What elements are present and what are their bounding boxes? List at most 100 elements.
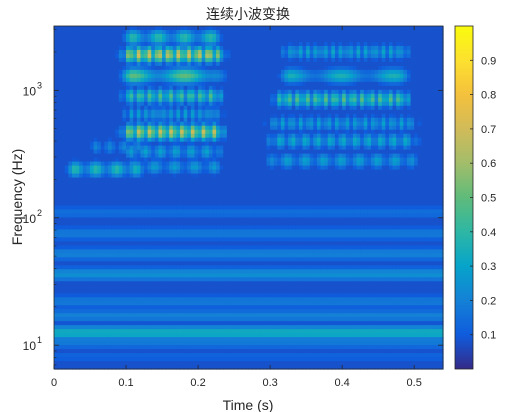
heatmap-cell — [133, 209, 138, 215]
heatmap-cell — [212, 221, 217, 227]
heatmap-cell — [252, 37, 257, 43]
heatmap-cell — [219, 77, 224, 83]
heatmap-cell — [129, 309, 134, 314]
heatmap-cell — [198, 117, 203, 123]
heatmap-cell — [248, 177, 253, 183]
heatmap-cell — [226, 337, 232, 342]
heatmap-cell — [79, 65, 84, 71]
heatmap-cell — [219, 33, 224, 39]
heatmap-cell — [237, 105, 242, 111]
heatmap-cell — [68, 53, 73, 59]
heatmap-cell — [212, 305, 217, 310]
heatmap-cell — [57, 57, 62, 63]
heatmap-cell — [118, 345, 124, 350]
heatmap-cell — [144, 45, 149, 51]
heatmap-cell — [187, 201, 192, 207]
heatmap-cell — [122, 133, 127, 139]
heatmap-cell — [111, 69, 116, 75]
heatmap-cell — [151, 77, 156, 83]
heatmap-cell — [230, 185, 235, 191]
heatmap-cell — [259, 213, 264, 219]
heatmap-cell — [158, 89, 163, 95]
heatmap-cell — [129, 281, 134, 286]
heatmap-cell — [115, 121, 120, 127]
heatmap-cell — [64, 45, 70, 51]
heatmap-cell — [79, 73, 84, 79]
heatmap-cell — [75, 225, 80, 231]
heatmap-cell — [230, 81, 235, 87]
heatmap-cell — [126, 329, 131, 334]
heatmap-cell — [172, 65, 178, 71]
heatmap-cell — [212, 149, 217, 155]
heatmap-cell — [223, 289, 228, 294]
heatmap-cell — [201, 145, 206, 151]
heatmap-cell — [194, 321, 199, 326]
heatmap-cell — [259, 249, 264, 254]
heatmap-cell — [133, 101, 138, 107]
heatmap-cell — [93, 169, 98, 175]
heatmap-cell — [248, 117, 253, 123]
heatmap-cell — [241, 225, 246, 231]
heatmap-cell — [68, 301, 73, 306]
heatmap-cell — [180, 293, 185, 298]
heatmap-cell — [154, 221, 160, 227]
heatmap-cell — [180, 217, 185, 223]
heatmap-cell — [115, 353, 120, 358]
heatmap-cell — [230, 113, 235, 119]
heatmap-cell — [176, 245, 181, 250]
heatmap-cell — [205, 41, 210, 47]
heatmap-cell — [165, 169, 170, 175]
heatmap-cell — [111, 157, 116, 163]
heatmap-cell — [79, 233, 84, 238]
heatmap-cell — [165, 129, 170, 135]
heatmap-cell — [111, 173, 116, 179]
heatmap-cell — [169, 277, 174, 282]
heatmap-cell — [129, 333, 134, 338]
heatmap-cell — [237, 45, 242, 51]
heatmap-cell — [187, 113, 192, 119]
heatmap-cell — [241, 337, 246, 342]
heatmap-cell — [158, 125, 163, 131]
heatmap-cell — [68, 117, 73, 123]
heatmap-cell — [194, 49, 199, 55]
heatmap-cell — [82, 45, 88, 51]
heatmap-cell — [259, 121, 264, 127]
heatmap-cell — [219, 277, 224, 282]
heatmap-cell — [104, 109, 109, 115]
heatmap-cell — [187, 313, 192, 318]
heatmap-cell — [241, 81, 246, 87]
heatmap-cell — [129, 341, 134, 346]
heatmap-cell — [151, 273, 156, 278]
heatmap-cell — [208, 353, 214, 358]
heatmap-cell — [216, 337, 221, 342]
heatmap-cell — [234, 173, 239, 179]
heatmap-cell — [201, 281, 206, 286]
heatmap-cell — [162, 361, 167, 366]
heatmap-cell — [54, 317, 59, 322]
heatmap-cell — [198, 69, 203, 75]
heatmap-cell — [111, 325, 116, 330]
heatmap-cell — [205, 137, 210, 143]
heatmap-cell — [226, 281, 232, 286]
heatmap-cell — [194, 313, 199, 318]
heatmap-cell — [118, 241, 124, 246]
heatmap-cell — [165, 201, 170, 207]
heatmap-cell — [237, 109, 242, 115]
heatmap-cell — [183, 77, 188, 83]
heatmap-cell — [255, 285, 260, 290]
heatmap-cell — [86, 81, 91, 87]
heatmap-cell — [151, 57, 156, 63]
heatmap-cell — [241, 85, 246, 91]
heatmap-cell — [198, 133, 203, 139]
heatmap-cell — [248, 305, 253, 310]
heatmap-cell — [208, 293, 214, 298]
heatmap-cell — [100, 193, 106, 199]
heatmap-cell — [219, 165, 224, 171]
heatmap-cell — [64, 137, 70, 143]
heatmap-cell — [241, 193, 246, 199]
heatmap-cell — [154, 281, 160, 286]
heatmap-cell — [248, 29, 253, 35]
heatmap-cell — [176, 197, 181, 203]
heatmap-cell — [172, 289, 178, 294]
heatmap-cell — [205, 301, 210, 306]
